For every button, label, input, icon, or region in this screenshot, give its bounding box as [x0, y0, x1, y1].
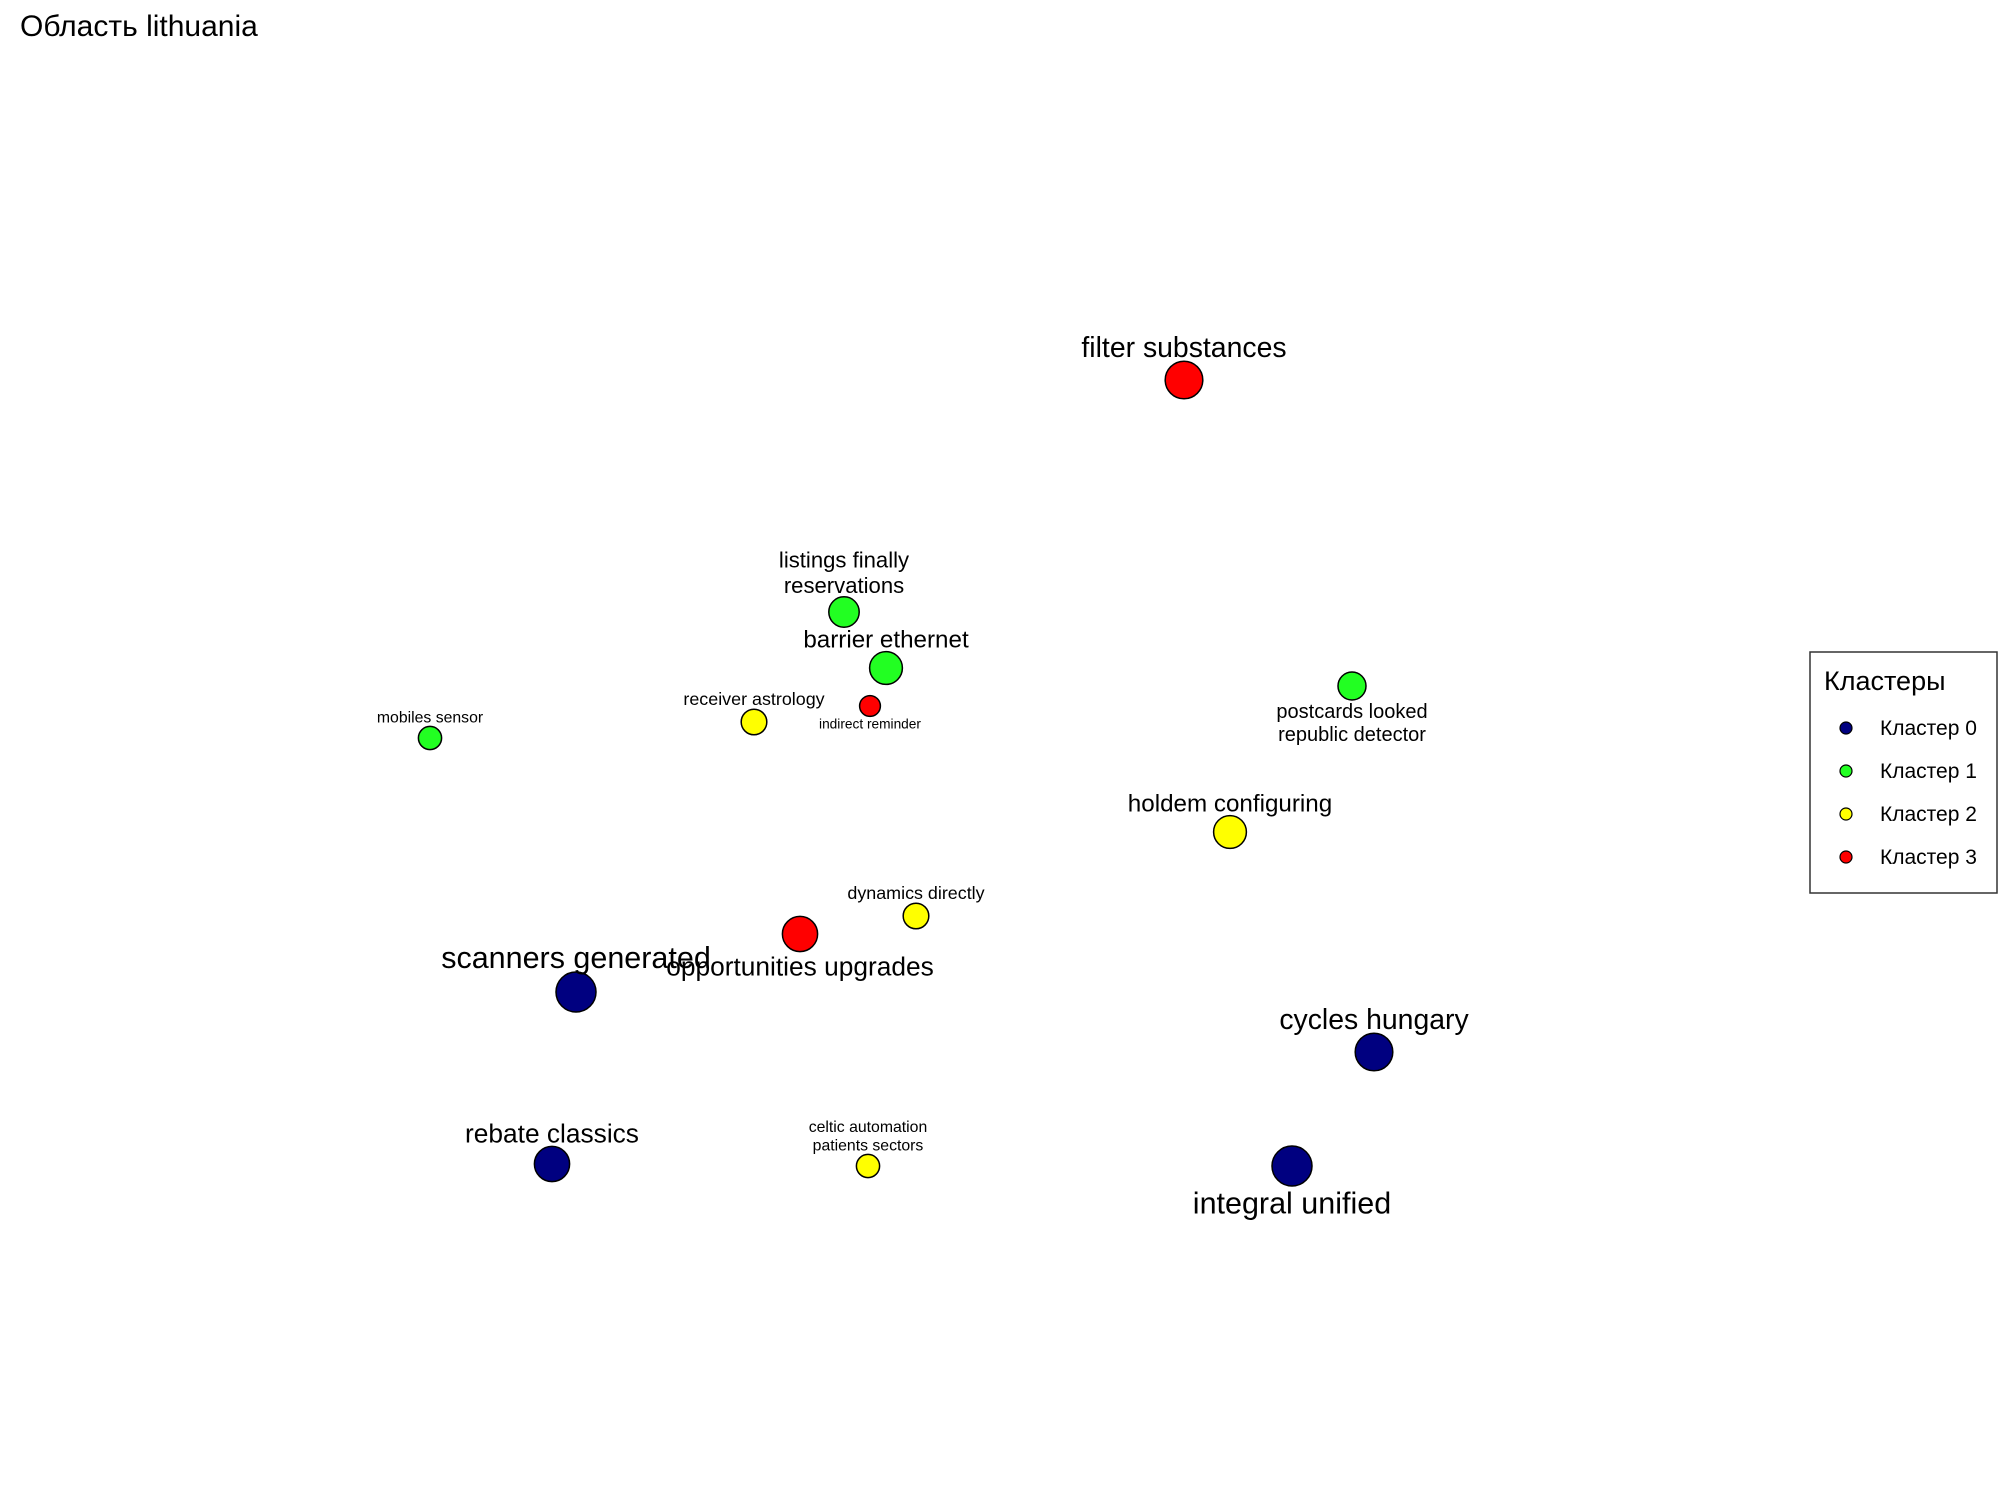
point-5 — [740, 708, 768, 736]
point-12 — [533, 1145, 571, 1183]
point-9 — [781, 915, 819, 953]
legend-marker-2 — [1839, 807, 1853, 821]
legend-label-1: Кластер 1 — [1880, 760, 1977, 783]
point-label-11-0: cycles hungary — [1279, 1004, 1469, 1036]
point-14 — [1271, 1145, 1313, 1187]
point-11 — [1354, 1032, 1394, 1072]
legend-title: Кластеры — [1824, 666, 1946, 696]
chart-title: Область lithuania — [20, 10, 258, 43]
point-8 — [902, 902, 930, 930]
point-13 — [855, 1153, 881, 1179]
point-label-9-0: opportunities upgrades — [666, 951, 934, 981]
point-1 — [828, 596, 860, 628]
point-10 — [555, 971, 597, 1013]
point-label-8-0: dynamics directly — [847, 883, 984, 903]
point-7 — [1212, 814, 1248, 850]
point-6 — [417, 725, 443, 751]
point-3 — [858, 694, 882, 718]
point-label-13-1: patients sectors — [813, 1137, 924, 1154]
points-layer: filter substances listings finallyreserva… — [377, 332, 1470, 1220]
legend-label-2: Кластер 2 — [1880, 803, 1977, 826]
legend-label-3: Кластер 3 — [1880, 846, 1977, 869]
point-label-0-0: filter substances — [1081, 332, 1286, 364]
point-label-1-0: listings finally — [779, 547, 909, 572]
point-label-13-0: celtic automation — [809, 1119, 928, 1136]
point-label-4-0: postcards looked — [1276, 701, 1427, 723]
point-4 — [1337, 671, 1367, 701]
legend-marker-1 — [1839, 764, 1853, 778]
legend-entries: Кластер 0 Кластер 1 Кластер 2 Кластер 3 — [1839, 717, 1977, 869]
point-0 — [1164, 360, 1204, 400]
legend-label-0: Кластер 0 — [1880, 717, 1977, 740]
point-2 — [868, 650, 904, 686]
point-label-5-0: receiver astrology — [683, 689, 824, 709]
point-label-10-0: scanners generated — [441, 941, 711, 975]
point-label-14-0: integral unified — [1193, 1186, 1391, 1220]
point-label-2-0: barrier ethernet — [803, 627, 969, 654]
point-label-1-1: reservations — [784, 573, 904, 598]
point-label-12-0: rebate classics — [465, 1118, 639, 1148]
point-label-3-0: indirect reminder — [819, 717, 921, 732]
point-label-6-0: mobiles sensor — [377, 709, 483, 726]
legend-marker-0 — [1839, 721, 1853, 735]
legend-marker-3 — [1839, 850, 1853, 864]
point-label-4-1: republic detector — [1278, 724, 1426, 746]
point-label-7-0: holdem configuring — [1128, 791, 1332, 818]
